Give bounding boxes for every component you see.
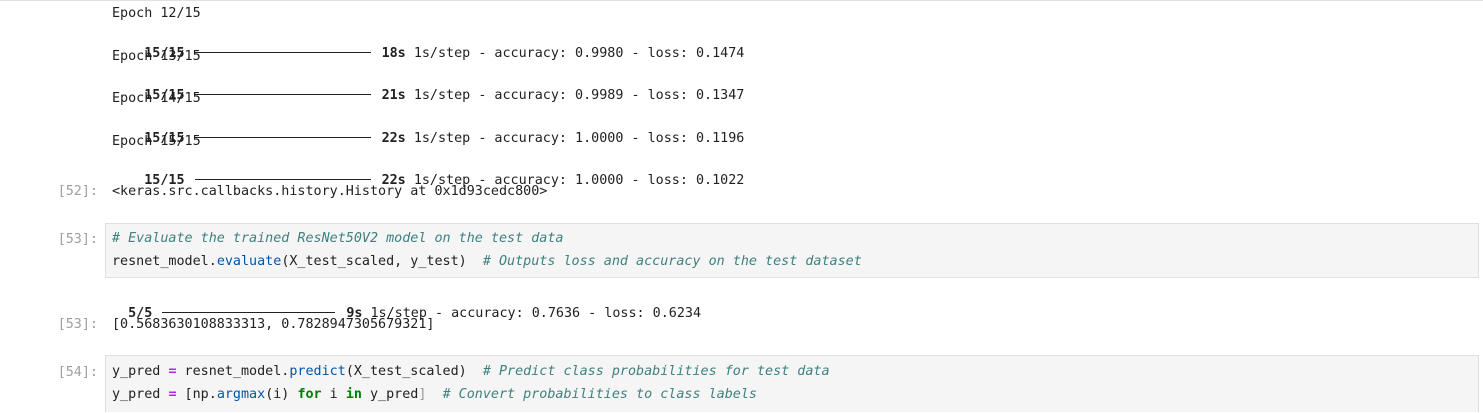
progress-rate: 1s/step bbox=[413, 131, 471, 146]
code-cell-54[interactable]: y_pred = resnet_model.predict(X_test_sca… bbox=[105, 355, 1479, 412]
code-args: (X_test_scaled, y_test) bbox=[281, 254, 483, 269]
code-keyword: for bbox=[297, 387, 322, 402]
code-line: y_pred = [np.argmax(i) for i in y_pred] … bbox=[112, 386, 757, 404]
code-keyword: in bbox=[345, 387, 362, 402]
progress-time: 18s bbox=[381, 46, 406, 61]
progress-rate: 1s/step bbox=[413, 46, 471, 61]
progress-time: 21s bbox=[381, 88, 406, 103]
cell-output[interactable]: [0.5683630108833313, 0.7828947305679321] bbox=[112, 317, 435, 332]
code-args: (i) bbox=[265, 387, 298, 402]
epoch-label: Epoch 14/15 bbox=[112, 91, 201, 106]
progress-metrics: - accuracy: 1.0000 - loss: 0.1196 bbox=[478, 131, 745, 146]
input-prompt: [53]: bbox=[57, 232, 98, 247]
progress-steps: 15/15 bbox=[144, 46, 185, 61]
progress-metrics: - accuracy: 0.9980 - loss: 0.1474 bbox=[478, 46, 745, 61]
progress-bar bbox=[194, 93, 371, 95]
progress-metrics: - accuracy: 0.7636 - loss: 0.6234 bbox=[435, 306, 702, 321]
code-method: argmax bbox=[216, 387, 266, 402]
progress-steps: 15/15 bbox=[144, 131, 185, 146]
code-line: # Evaluate the trained ResNet50V2 model … bbox=[112, 230, 563, 248]
code-method: predict bbox=[289, 364, 346, 379]
progress-line: 15/15 21s 1s/step - accuracy: 0.9989 - lo… bbox=[112, 69, 744, 103]
code-cell-53[interactable]: # Evaluate the trained ResNet50V2 model … bbox=[105, 223, 1479, 278]
progress-bar bbox=[194, 136, 371, 138]
code-comment: # Evaluate the trained ResNet50V2 model … bbox=[112, 231, 564, 246]
progress-steps: 5/5 bbox=[128, 306, 153, 321]
progress-rate: 1s/step bbox=[370, 306, 427, 321]
code-line: y_pred = resnet_model.predict(X_test_sca… bbox=[112, 363, 830, 381]
code-args: (X_test_scaled) bbox=[345, 364, 483, 379]
progress-bar bbox=[194, 51, 371, 53]
code-operator: = bbox=[168, 387, 177, 402]
code-operator: = bbox=[168, 364, 177, 379]
output-prompt: [53]: bbox=[57, 317, 98, 332]
top-border bbox=[0, 0, 1483, 4]
epoch-label: Epoch 15/15 bbox=[112, 134, 201, 149]
input-prompt: [54]: bbox=[57, 365, 98, 380]
progress-time: 22s bbox=[381, 131, 406, 146]
progress-line: 5/5 9s 1s/step - accuracy: 0.7636 - loss:… bbox=[112, 287, 701, 321]
progress-time: 22s bbox=[381, 173, 406, 188]
code-line: resnet_model.evaluate(X_test_scaled, y_t… bbox=[112, 253, 862, 271]
code-object: resnet_model. bbox=[176, 364, 290, 379]
progress-metrics: - accuracy: 1.0000 - loss: 0.1022 bbox=[478, 173, 745, 188]
progress-line: 15/15 22s 1s/step - accuracy: 1.0000 - lo… bbox=[112, 112, 744, 146]
code-variable: y_pred bbox=[112, 364, 169, 379]
progress-time: 9s bbox=[346, 306, 363, 321]
progress-rate: 1s/step bbox=[413, 88, 471, 103]
epoch-label: Epoch 13/15 bbox=[112, 49, 201, 64]
cell-output[interactable]: <keras.src.callbacks.history.History at … bbox=[112, 184, 548, 199]
code-method: evaluate bbox=[216, 254, 282, 269]
output-prompt: [52]: bbox=[57, 184, 98, 199]
code-bracket: ] bbox=[418, 387, 427, 402]
progress-steps: 15/15 bbox=[144, 88, 185, 103]
code-bracket: [ bbox=[176, 387, 193, 402]
progress-rate: 1s/step bbox=[413, 173, 471, 188]
code-space bbox=[426, 387, 442, 402]
progress-steps: 15/15 bbox=[144, 173, 185, 188]
code-comment: # Outputs loss and accuracy on the test … bbox=[482, 254, 862, 269]
epoch-label: Epoch 12/15 bbox=[112, 6, 201, 21]
progress-metrics: - accuracy: 0.9989 - loss: 0.1347 bbox=[478, 88, 745, 103]
progress-bar bbox=[162, 311, 336, 313]
code-object: resnet_model. bbox=[112, 254, 217, 269]
progress-line: 15/15 18s 1s/step - accuracy: 0.9980 - lo… bbox=[112, 27, 744, 61]
progress-bar bbox=[194, 178, 371, 180]
code-comment: # Convert probabilities to class labels bbox=[442, 387, 757, 402]
code-object: np. bbox=[192, 387, 217, 402]
code-variable: y_pred bbox=[361, 387, 419, 402]
code-comment: # Predict class probabilities for test d… bbox=[482, 364, 830, 379]
progress-line: 15/15 22s 1s/step - accuracy: 1.0000 - lo… bbox=[112, 154, 744, 188]
code-variable: y_pred bbox=[112, 387, 169, 402]
code-variable: i bbox=[321, 387, 346, 402]
